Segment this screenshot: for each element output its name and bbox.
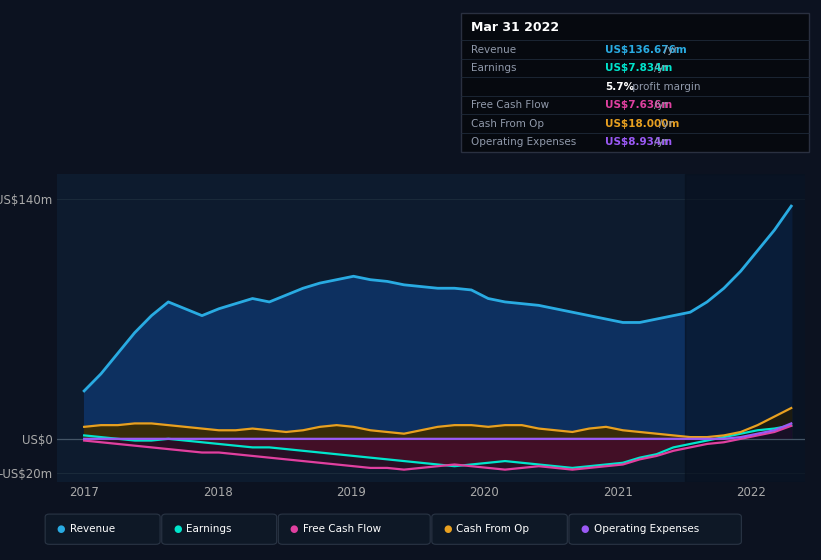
Text: /yr: /yr	[659, 119, 673, 129]
Text: US$7.834m: US$7.834m	[605, 63, 672, 73]
Text: ●: ●	[173, 524, 181, 534]
Text: Earnings: Earnings	[186, 524, 232, 534]
Text: Free Cash Flow: Free Cash Flow	[303, 524, 381, 534]
Text: Operating Expenses: Operating Expenses	[594, 524, 699, 534]
Text: ●: ●	[580, 524, 589, 534]
Text: /yr: /yr	[654, 100, 668, 110]
Text: Free Cash Flow: Free Cash Flow	[471, 100, 549, 110]
Text: Cash From Op: Cash From Op	[456, 524, 530, 534]
Text: Earnings: Earnings	[471, 63, 516, 73]
Text: 5.7%: 5.7%	[605, 82, 634, 92]
Text: US$136.676m: US$136.676m	[605, 45, 687, 55]
Bar	[685, 174, 821, 482]
Text: US$18.000m: US$18.000m	[605, 119, 680, 129]
Text: ●: ●	[290, 524, 298, 534]
Text: /yr: /yr	[654, 63, 668, 73]
Text: Mar 31 2022: Mar 31 2022	[471, 21, 559, 34]
Text: Cash From Op: Cash From Op	[471, 119, 544, 129]
Text: /yr: /yr	[654, 137, 668, 147]
Text: ●: ●	[57, 524, 65, 534]
Text: ●: ●	[443, 524, 452, 534]
Text: Revenue: Revenue	[471, 45, 516, 55]
Text: US$8.934m: US$8.934m	[605, 137, 672, 147]
Text: US$7.636m: US$7.636m	[605, 100, 672, 110]
Text: Revenue: Revenue	[70, 524, 115, 534]
Text: profit margin: profit margin	[629, 82, 700, 92]
Text: Operating Expenses: Operating Expenses	[471, 137, 576, 147]
Text: /yr: /yr	[664, 45, 678, 55]
